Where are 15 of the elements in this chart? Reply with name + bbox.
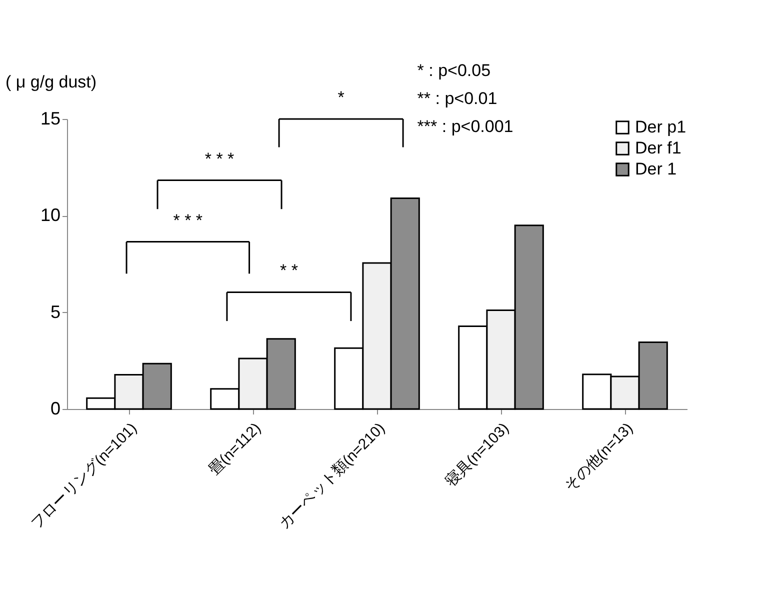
legend-label: Der 1	[635, 160, 677, 178]
annotation: *** : p<0.001	[417, 117, 514, 136]
y-tick-label: 5	[50, 302, 60, 322]
text: * : p<0.05	[417, 61, 491, 80]
text: ** : p<0.01	[417, 89, 498, 108]
legend-label: Der p1	[635, 118, 686, 136]
annotation: * * *	[204, 149, 235, 168]
y-tick-label: 0	[50, 398, 60, 418]
y-axis-title: ( μ g/g dust)	[6, 72, 97, 92]
text: *	[338, 88, 345, 107]
annotation: * *	[280, 261, 298, 280]
y-tick-label: 15	[40, 108, 60, 128]
legend-label: Der f1	[635, 138, 682, 158]
y-tick-label: 10	[40, 205, 60, 226]
annotation: * * *	[173, 210, 203, 230]
